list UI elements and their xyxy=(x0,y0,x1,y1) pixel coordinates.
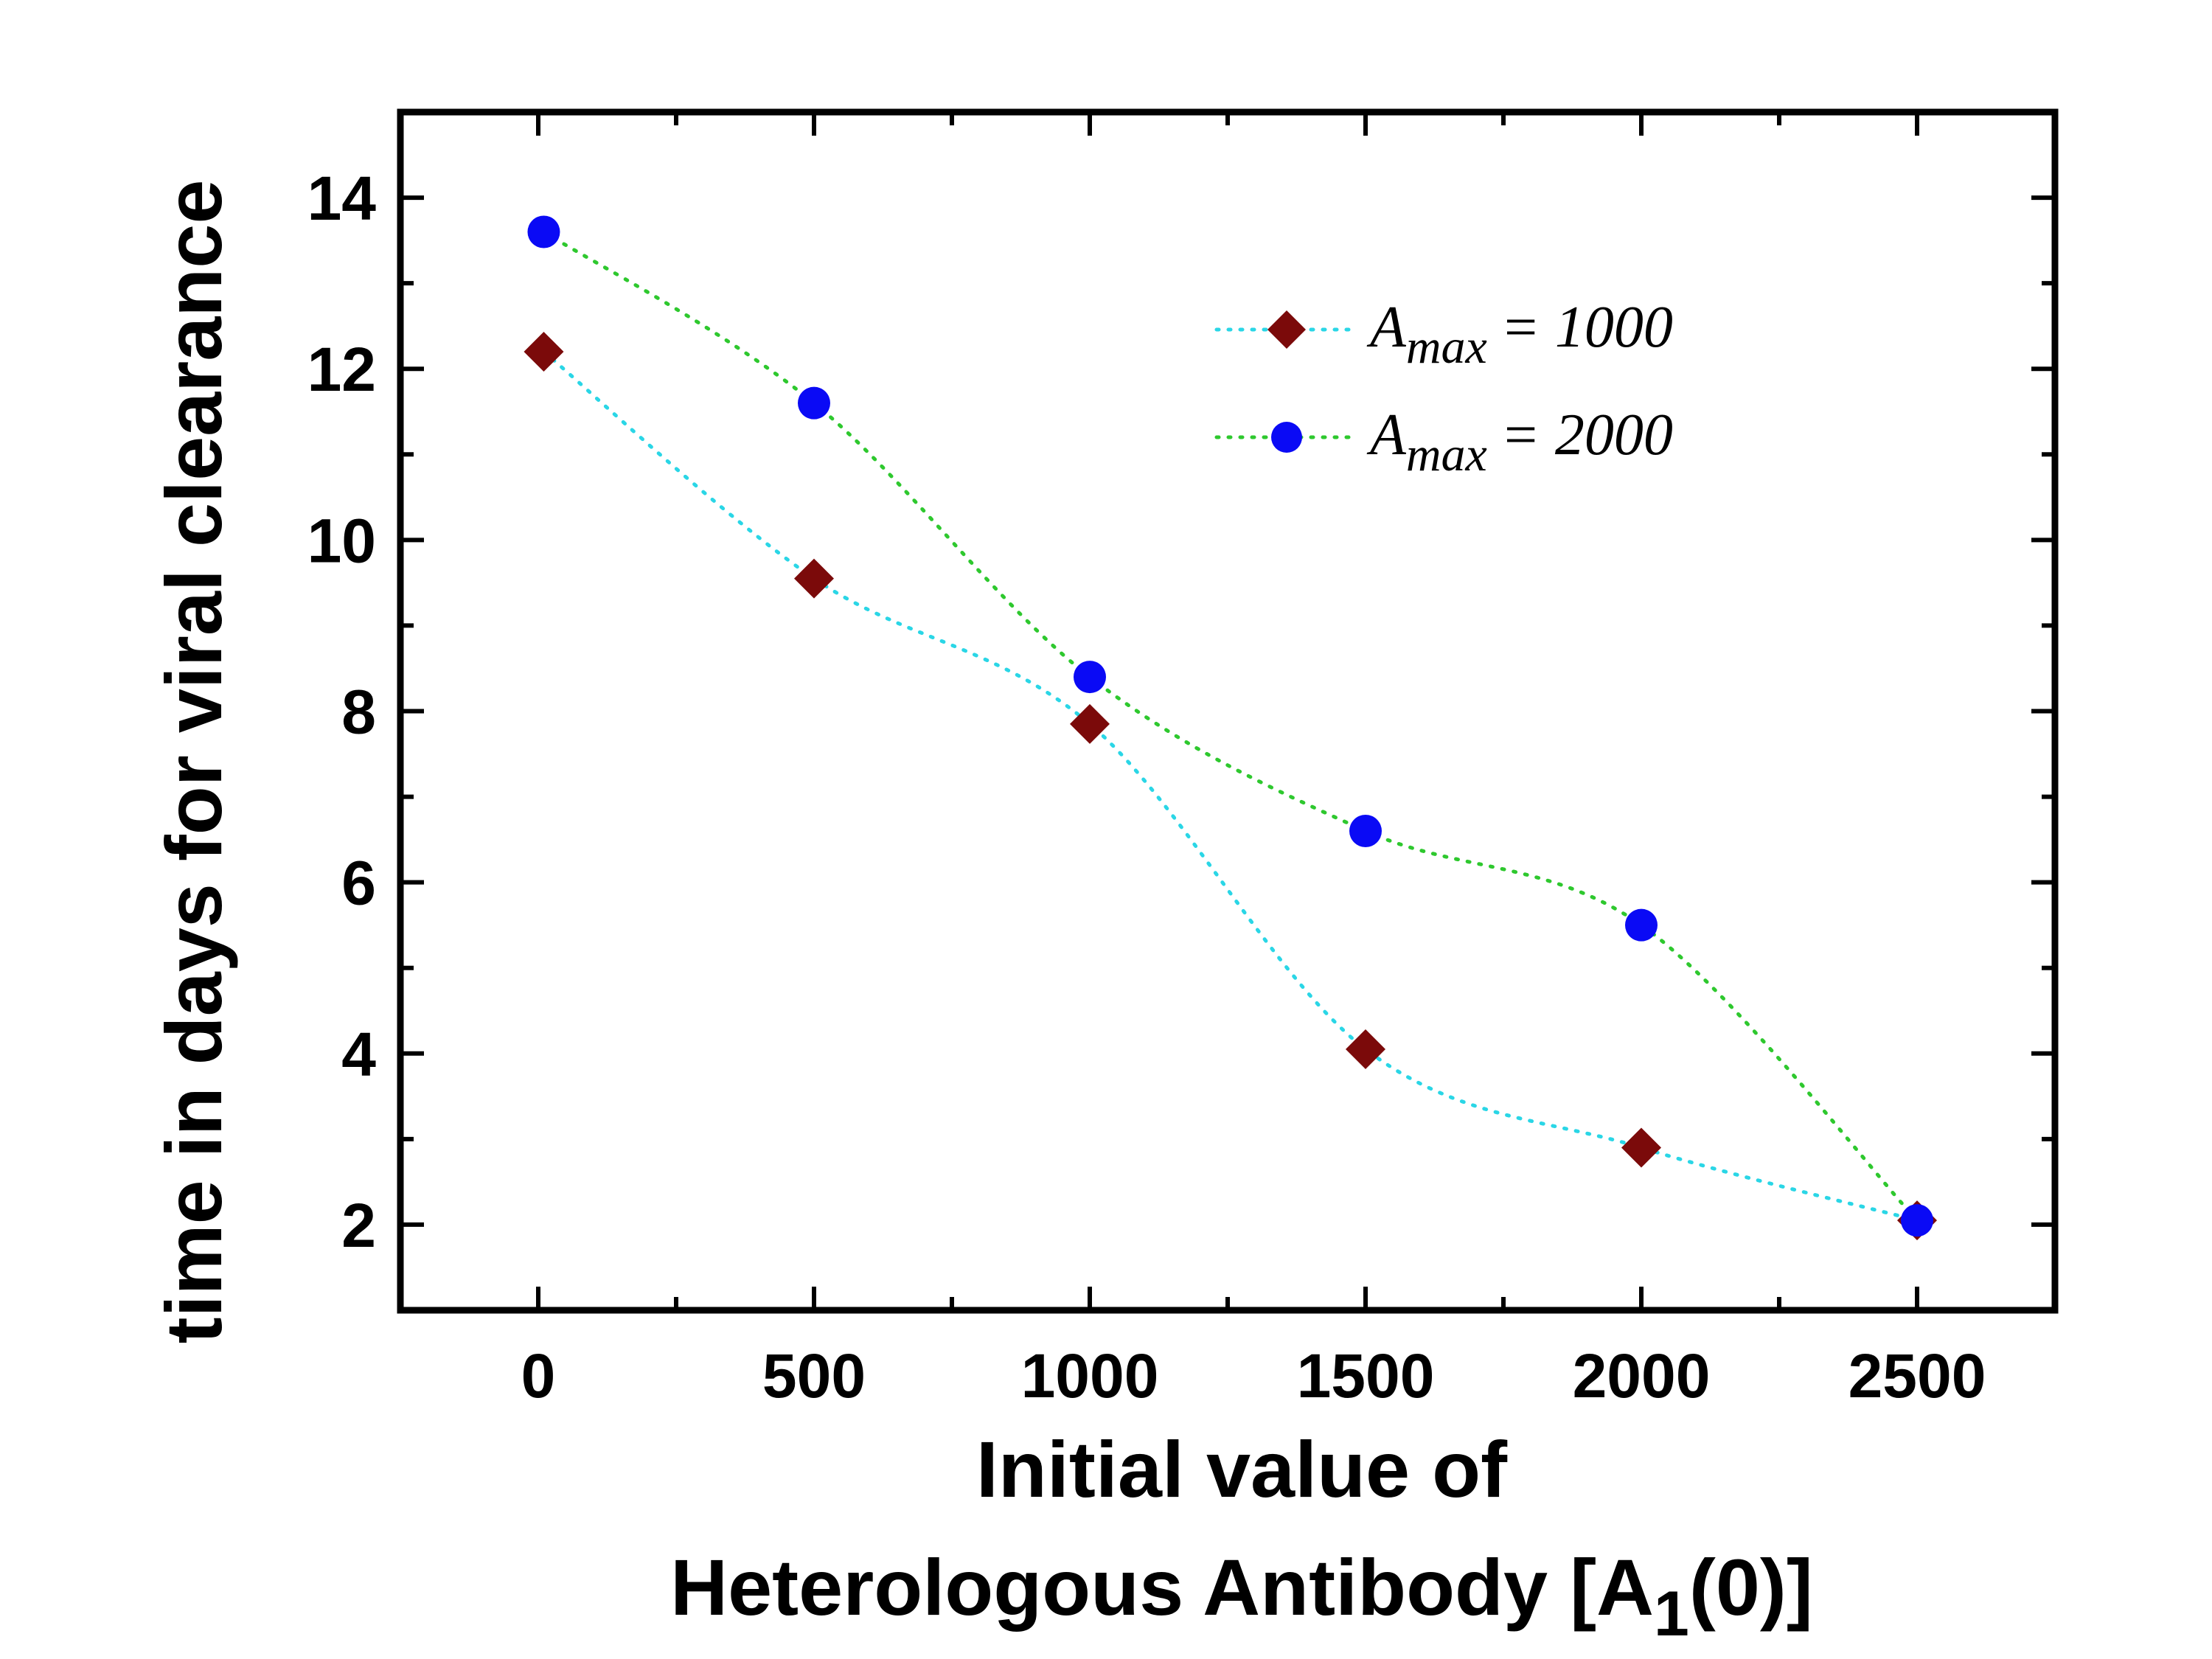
series-2-line xyxy=(541,230,1919,1222)
x-tick-label: 2500 xyxy=(1848,1341,1986,1411)
x-axis-title-line-2: Heterologous Antibody [A1(0)] xyxy=(670,1543,1813,1649)
legend-label-series-2: Amax = 2000 xyxy=(1366,403,1673,481)
series-2-point xyxy=(1349,815,1382,847)
series-1-line xyxy=(541,349,1919,1222)
series-1-point xyxy=(524,332,564,372)
y-tick-label: 12 xyxy=(307,335,376,404)
axis-ticks xyxy=(400,112,2055,1310)
y-axis-title: time in days for viral clearance xyxy=(149,180,238,1344)
legend: Amax = 1000 Amax = 2000 xyxy=(1214,295,1673,481)
x-axis-title-line-1: Initial value of xyxy=(976,1425,1508,1514)
series-markers xyxy=(524,215,1937,1241)
y-tick-label: 4 xyxy=(341,1020,376,1089)
x-tick-label: 1000 xyxy=(1021,1341,1159,1411)
series-1-point xyxy=(1346,1029,1385,1069)
series-2-point xyxy=(527,215,560,248)
legend-marker-series-1 xyxy=(1267,310,1306,349)
series-1-point xyxy=(794,558,834,599)
series-1-point xyxy=(1070,703,1110,744)
y-tick-label: 2 xyxy=(341,1191,376,1260)
legend-marker-series-2 xyxy=(1271,422,1302,453)
series-2-point xyxy=(1901,1204,1933,1237)
x-tick-label: 1500 xyxy=(1297,1341,1435,1411)
y-tick-label: 10 xyxy=(307,506,376,575)
y-tick-label: 14 xyxy=(307,164,377,233)
x-tick-label: 0 xyxy=(521,1341,556,1411)
series-1-point xyxy=(1621,1127,1661,1168)
y-tick-label: 8 xyxy=(341,678,376,747)
series-lines xyxy=(541,230,1919,1222)
x-tick-label: 500 xyxy=(762,1341,866,1411)
series-2-point xyxy=(1074,661,1106,694)
series-2-point xyxy=(798,386,830,420)
legend-label-series-1: Amax = 1000 xyxy=(1366,295,1673,374)
x-tick-label: 2000 xyxy=(1573,1341,1711,1411)
y-tick-label: 6 xyxy=(341,849,376,918)
y-tick-labels: 2 4 6 8 10 12 14 xyxy=(307,164,377,1260)
series-2-point xyxy=(1625,908,1658,942)
x-tick-labels: 0 500 1000 1500 2000 2500 xyxy=(521,1341,1986,1411)
